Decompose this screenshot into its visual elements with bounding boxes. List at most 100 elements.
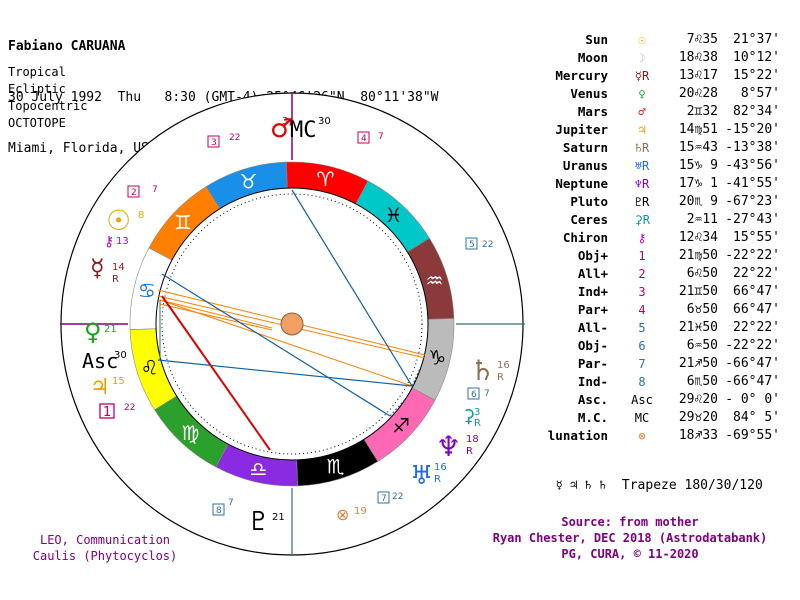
saturn-icon: ♄ xyxy=(470,354,495,387)
planet-symbol-icon: 3 xyxy=(638,285,646,299)
planet-row: Ceres ⚳R 2♒11 -27°43' xyxy=(540,211,790,229)
octotope-label: 8 xyxy=(216,506,222,516)
planet-name: Jupiter xyxy=(555,122,608,137)
planet-symbol-icon: ⚳R xyxy=(633,213,650,227)
octotope-box xyxy=(212,503,225,516)
planet-row: Obj+ 1 21♍50 -22°22' xyxy=(540,247,790,265)
planet-name: All- xyxy=(577,320,608,335)
planet-row: Ind- 8 6♏50 -66°47' xyxy=(540,373,790,391)
inner-circle xyxy=(155,187,429,461)
planet-latitude: 15°55' xyxy=(733,230,780,245)
planet-name: M.C. xyxy=(577,410,608,425)
planet-name: Ind- xyxy=(577,374,608,389)
octotope-label: 6 xyxy=(471,390,477,400)
zodiac-sign-icon: ♑ xyxy=(428,346,446,370)
planet-latitude: -15°20' xyxy=(725,122,780,137)
sun-degree: 8 xyxy=(138,210,144,221)
octotope-label: 7 xyxy=(381,494,387,504)
planet-name: Moon xyxy=(577,50,608,65)
astrology-wheel: ♈♉♊♋♌♍♎ ♏♐♑♒♓ ♂ 3 MC 30 ☉ 8 ⚷ 13 ☿ 14 R ♀… xyxy=(60,92,525,556)
planet-symbol-icon: Asc xyxy=(631,393,653,407)
planet-name: lunation xyxy=(547,428,608,443)
planet-latitude: 22°22' xyxy=(733,266,780,281)
pluto-degree: 21 xyxy=(272,512,285,523)
planet-row: M.C. MC 29♉20 84° 5' xyxy=(540,409,790,427)
ceres-degree: 3 xyxy=(474,407,480,418)
planet-name: Pluto xyxy=(570,194,608,209)
footer-attribution: Ryan Chester, DEC 2018 (Astrodatabank) xyxy=(492,531,768,545)
planet-symbol-icon: ☉ xyxy=(638,33,646,47)
planet-symbol-icon: ♇R xyxy=(634,195,650,209)
planet-position: 18♐33 xyxy=(678,428,718,443)
planet-symbol-icon: ⚷ xyxy=(637,231,647,245)
planet-symbol-icon: 8 xyxy=(638,375,646,389)
neptune-degree: 18 xyxy=(466,434,479,445)
planet-latitude: 82°34' xyxy=(733,104,780,119)
octotope-degree: 22 xyxy=(482,240,493,250)
planet-name: Sun xyxy=(585,32,608,47)
octotope-box xyxy=(99,403,115,419)
aspect-line xyxy=(157,359,413,387)
trapeze-planet-symbols: ☿ ♃ ♄ ♄ xyxy=(555,478,607,492)
inner-dotted-ring xyxy=(161,193,423,455)
planet-symbol-icon: ♅R xyxy=(634,159,650,173)
planet-name: Mars xyxy=(577,104,608,119)
planet-name: Chiron xyxy=(562,230,608,245)
planet-row: lunation ⊗ 18♐33 -69°55' xyxy=(540,427,790,445)
planet-position: 21♓50 xyxy=(678,320,718,335)
octotope-box xyxy=(127,185,140,198)
planet-latitude: -27°43' xyxy=(725,212,780,227)
planet-latitude: -22°22' xyxy=(725,338,780,353)
venus-degree: 21 xyxy=(104,324,117,335)
setting-zodiac: Tropical xyxy=(8,65,66,79)
octotope-box xyxy=(357,131,370,144)
planet-row: All- 5 21♓50 22°22' xyxy=(540,319,790,337)
octotope-degree: 7 xyxy=(152,185,158,195)
planet-row: Moon ☽ 18♌38 10°12' xyxy=(540,49,790,67)
setting-coordinates: Ecliptic xyxy=(8,82,66,96)
planet-name: Saturn xyxy=(562,140,608,155)
planet-symbol-icon: 1 xyxy=(638,249,646,263)
planet-symbol-icon: ♆R xyxy=(634,177,650,191)
planet-position: 29♌20 xyxy=(678,392,718,407)
planet-position: 6♌50 xyxy=(686,266,718,281)
planet-latitude: -67°23' xyxy=(725,194,780,209)
planet-name: Uranus xyxy=(562,158,608,173)
aspect-line xyxy=(159,299,413,387)
neptune-retrograde: R xyxy=(466,446,473,457)
planet-symbol-icon: 6 xyxy=(638,339,646,353)
planet-position: 14♍51 xyxy=(678,122,718,137)
planet-name: All+ xyxy=(577,266,608,281)
octotope-label: 1 xyxy=(103,405,111,420)
octotope-degree: 22 xyxy=(124,403,135,413)
planet-position: 2♊32 xyxy=(686,104,718,119)
mercury-icon: ☿ xyxy=(90,254,105,282)
planet-position: 15♑ 9 xyxy=(678,158,718,173)
planet-row: Asc. Asc 29♌20 - 0° 0' xyxy=(540,391,790,409)
mercury-retrograde: R xyxy=(112,274,119,285)
setting-frame: Topocentric xyxy=(8,99,88,113)
planet-position: 21♍50 xyxy=(678,248,718,263)
chart-settings: Tropical Ecliptic Topocentric OCTOTOPE xyxy=(8,64,87,132)
planet-symbol-icon: ⊗ xyxy=(638,429,646,443)
mercury-degree: 14 xyxy=(112,262,125,273)
planet-position: 2♒11 xyxy=(686,212,718,227)
planet-position: 6♒50 xyxy=(686,338,718,353)
planet-position: 15♒43 xyxy=(678,140,718,155)
octotope-degree: 7 xyxy=(378,132,384,142)
mars-icon: ♂ xyxy=(270,114,293,144)
uranus-retrograde: R xyxy=(434,474,441,485)
planet-row: Obj- 6 6♒50 -22°22' xyxy=(540,337,790,355)
planet-position: 17♑ 1 xyxy=(678,176,718,191)
zodiac-sign-icon: ♐ xyxy=(392,414,410,438)
octotope-degree: 7 xyxy=(484,389,490,399)
asc-label: Asc xyxy=(82,349,118,373)
planet-position: 20♏ 9 xyxy=(678,194,718,209)
planet-name: Obj+ xyxy=(577,248,608,263)
planet-row: Sun ☉ 7♌35 21°37' xyxy=(540,31,790,49)
jupiter-degree: 15 xyxy=(112,376,125,387)
setting-house-system: OCTOTOPE xyxy=(8,116,66,130)
planet-symbol-icon: 2 xyxy=(638,267,646,281)
planet-row: Uranus ♅R 15♑ 9 -43°56' xyxy=(540,157,790,175)
zodiac-ring: ♈ ♉ ♊ ♋ ♌ ♍ ♎ ♏ ♐ ♑ ♒ ♓ xyxy=(129,161,455,487)
